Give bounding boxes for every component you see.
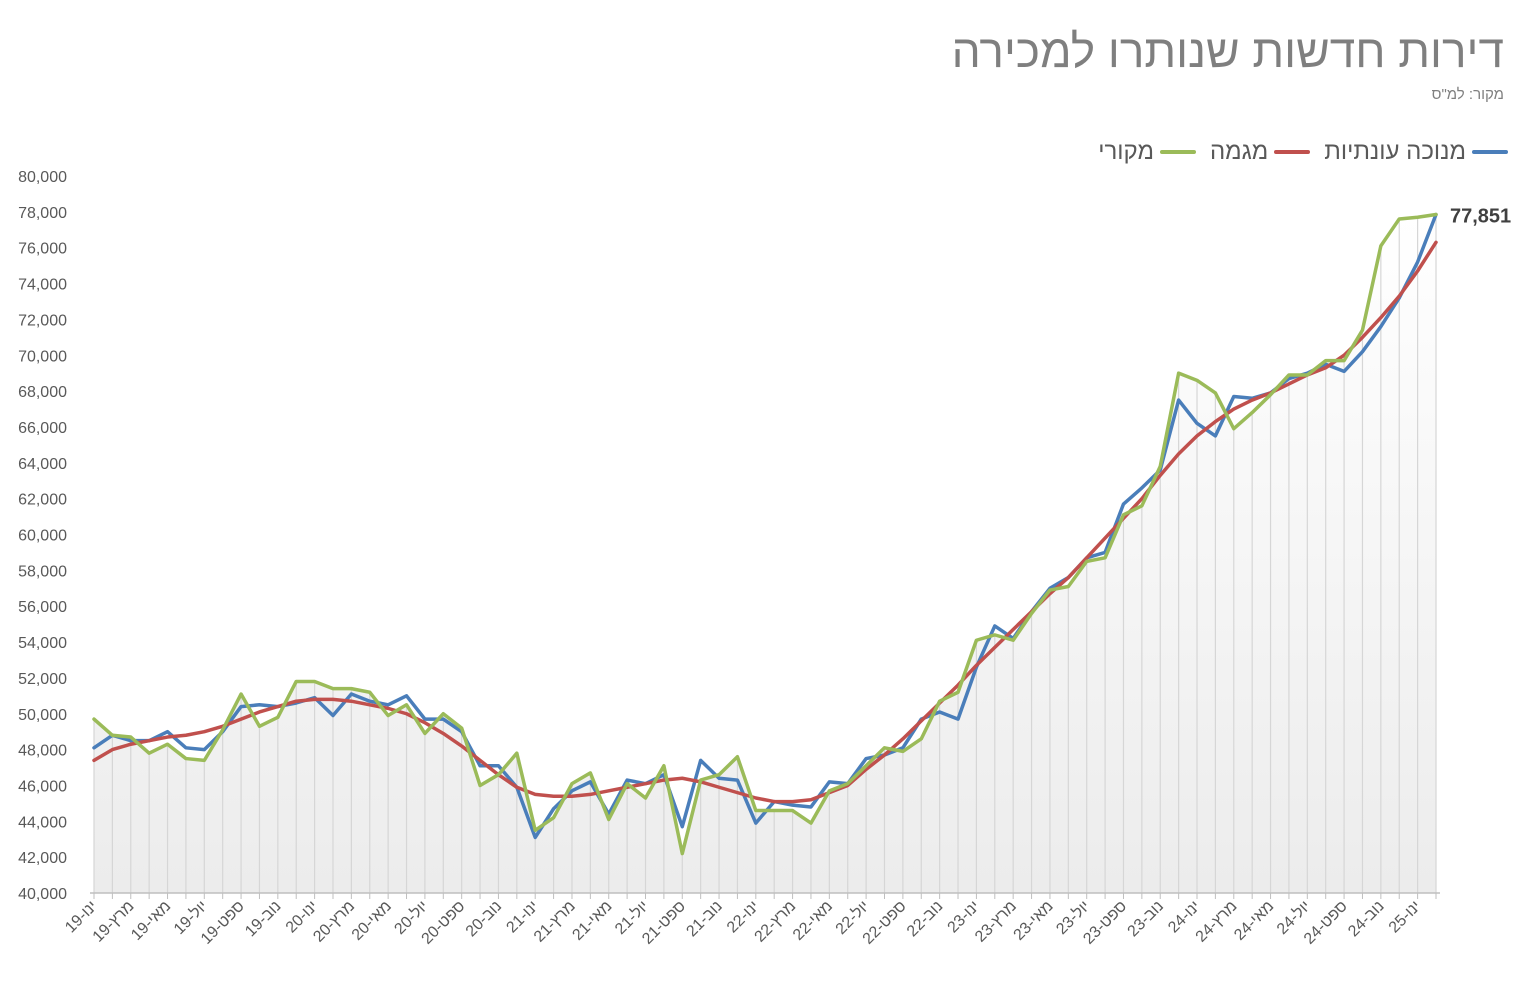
x-tick-label: מרץ-20 (310, 898, 358, 946)
y-tick-label: 66,000 (18, 420, 67, 437)
series-line-original (92, 212, 1438, 856)
legend-swatch-seasonal (1472, 150, 1508, 154)
chart-subtitle: מקור: למ"ס (1431, 86, 1504, 103)
x-tick-label: נוב-20 (463, 898, 505, 940)
y-tick-label: 62,000 (18, 492, 67, 509)
x-axis-ticks: ינו-19מרץ-19מאי-19יול-19ספט-19נוב-19ינו-… (62, 897, 1424, 948)
plot-area (94, 214, 1436, 894)
x-tick-label: מאי-22 (790, 898, 836, 944)
legend-label-original: מקורי (1098, 138, 1154, 165)
y-tick-label: 68,000 (18, 384, 67, 401)
legend-swatch-original (1159, 150, 1196, 154)
y-tick-label: 50,000 (18, 707, 67, 724)
y-axis-ticks: 40,000 42,000 44,000 46,000 48,000 50,000 52,0… (18, 169, 67, 903)
x-tick-label: מאי-20 (349, 898, 395, 944)
y-tick-label: 78,000 (18, 205, 67, 222)
x-tick-label: מאי-24 (1231, 898, 1277, 944)
y-tick-label: 54,000 (18, 635, 67, 652)
y-tick-label: 42,000 (18, 850, 67, 867)
chart-legend: מנוכה עונתיות מגמה מקורי (1098, 138, 1508, 166)
y-tick-label: 58,000 (18, 563, 67, 580)
x-tick-label: נוב-24 (1345, 898, 1387, 940)
x-tick-label: מרץ-19 (90, 898, 138, 946)
y-tick-label: 52,000 (18, 671, 67, 688)
axes (90, 892, 1440, 899)
x-tick-label: ינו-25 (1386, 898, 1425, 937)
drop-lines (93, 214, 1437, 893)
y-tick-label: 48,000 (18, 743, 67, 760)
chart-title: דירות חדשות שנותרו למכירה (951, 25, 1504, 77)
series-line-trend (92, 240, 1438, 804)
legend-label-trend: מגמה (1209, 138, 1269, 165)
y-tick-label: 60,000 (18, 528, 67, 545)
y-tick-label: 76,000 (18, 241, 67, 258)
y-tick-label: 44,000 (18, 814, 67, 831)
callout-label: 77,851 (1450, 206, 1511, 228)
x-tick-label: מאי-21 (569, 898, 615, 944)
y-tick-label: 72,000 (18, 312, 67, 329)
legend-item-original: מקורי (1098, 138, 1196, 166)
x-tick-label: מרץ-21 (531, 898, 579, 946)
y-tick-label: 80,000 (18, 169, 67, 186)
legend-item-trend: מגמה (1209, 138, 1311, 166)
x-tick-label: מאי-23 (1011, 898, 1057, 944)
x-tick-label: נוב-23 (1125, 898, 1167, 940)
x-tick-label: מרץ-23 (972, 898, 1020, 946)
y-tick-label: 64,000 (18, 456, 67, 473)
series-lines (92, 212, 1438, 856)
x-tick-label: נוב-21 (683, 898, 725, 940)
y-tick-label: 40,000 (18, 886, 67, 903)
legend-item-seasonal: מנוכה עונתיות (1324, 138, 1508, 166)
legend-swatch-trend (1274, 150, 1311, 154)
x-tick-label: נוב-19 (242, 898, 284, 940)
annotations: 77,851 (1450, 206, 1511, 228)
x-tick-label: מאי-19 (128, 898, 174, 944)
x-tick-label: מרץ-22 (752, 898, 800, 946)
x-tick-label: מרץ-24 (1193, 898, 1241, 946)
y-tick-label: 46,000 (18, 778, 67, 795)
y-tick-label: 74,000 (18, 277, 67, 294)
legend-label-seasonal: מנוכה עונתיות (1324, 138, 1466, 165)
y-tick-label: 56,000 (18, 599, 67, 616)
x-tick-label: נוב-22 (904, 898, 946, 940)
y-tick-label: 70,000 (18, 348, 67, 365)
area-fill (94, 214, 1436, 894)
